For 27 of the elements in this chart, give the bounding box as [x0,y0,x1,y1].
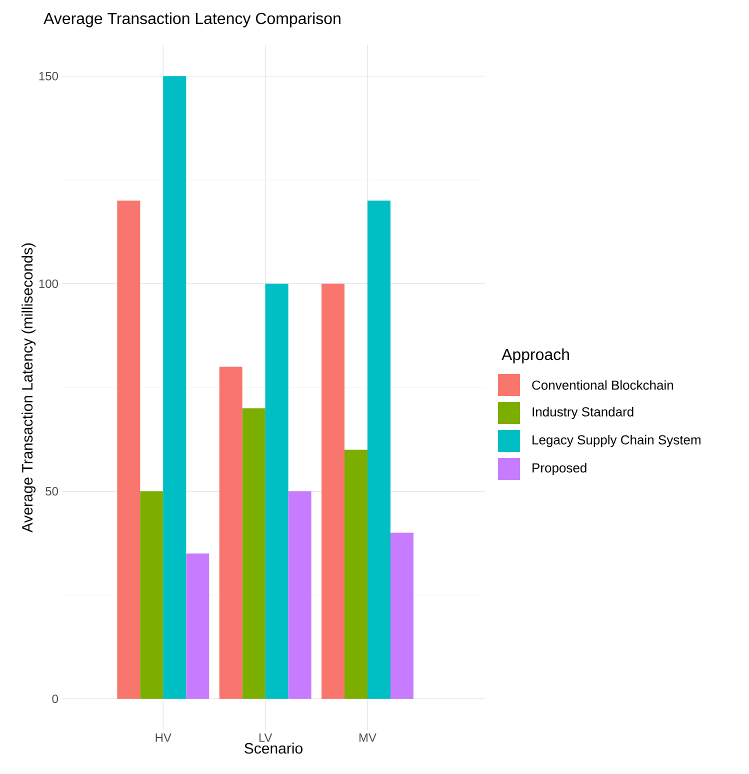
legend-label: Industry Standard [532,406,634,420]
bar [163,76,186,699]
bar [368,200,390,699]
y-tick-label: 150 [39,72,58,80]
bar [219,366,242,699]
x-tick-label: HV [156,734,172,742]
bar [186,554,210,699]
y-tick-label: 100 [39,279,58,288]
y-tick-label: 0 [52,694,58,704]
bar [288,491,312,699]
bar [390,532,414,699]
y-tick-label: 50 [46,487,58,496]
legend-label: Proposed [532,462,586,476]
x-tick-label: LV [259,734,272,742]
y-axis-title: Average Transaction Latency (milliseconds) [22,243,36,533]
bar [242,408,266,699]
bar [140,491,164,699]
bar [117,200,140,699]
legend-label: Conventional Blockchain [532,380,674,390]
chart-title: Average Transaction Latency Comparison [44,12,340,28]
x-axis-title: Scenario [244,742,302,754]
bar [344,450,368,699]
x-tick-label: MV [359,734,376,742]
legend-title: Approach [502,348,569,364]
legend-label: Legacy Supply Chain System [532,434,700,448]
bar [265,284,288,699]
bar [322,284,345,699]
